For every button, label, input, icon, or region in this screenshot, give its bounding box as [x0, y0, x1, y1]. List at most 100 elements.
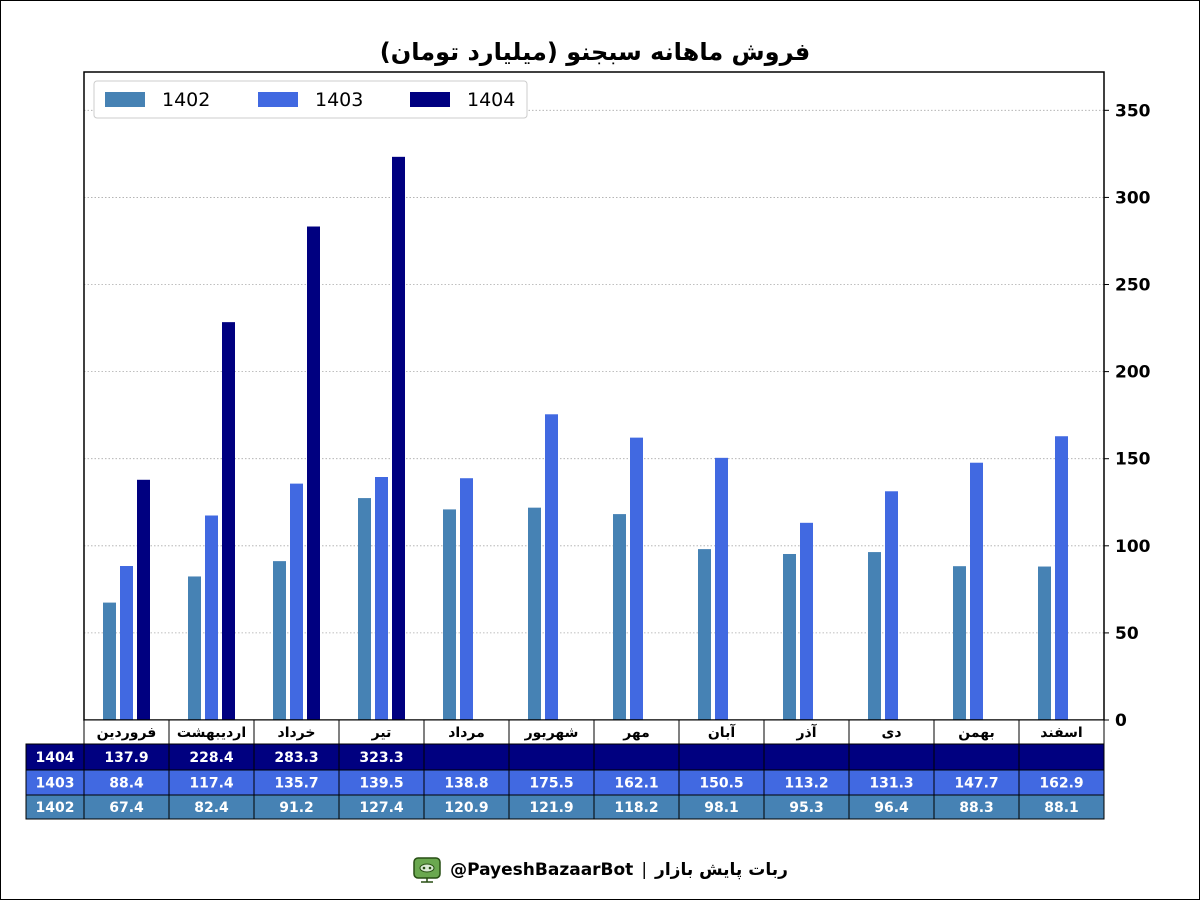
- legend-swatch-1404: [410, 92, 450, 107]
- table-value-1403: 150.5: [699, 776, 743, 792]
- bar-1402: [868, 552, 881, 720]
- table-cell: [508, 769, 595, 796]
- bar-1403: [120, 566, 133, 720]
- table-value-1403: 113.2: [784, 776, 828, 792]
- bar-1403: [800, 522, 813, 720]
- table-cell: [848, 743, 935, 771]
- table-cell: [593, 794, 680, 820]
- bar-1403: [375, 477, 388, 720]
- table-value-1402: 98.1: [704, 800, 739, 816]
- bar-1403: [885, 491, 898, 720]
- bar-1402: [103, 602, 116, 720]
- table-value-1403: 117.4: [189, 776, 234, 792]
- table-value-1402: 96.4: [874, 800, 909, 816]
- legend-swatch-1402: [105, 92, 145, 107]
- y-tick-label: 250: [1115, 276, 1151, 296]
- table-cell: [83, 743, 170, 771]
- bars: [103, 156, 1068, 720]
- table-value-1404: 137.9: [104, 750, 148, 766]
- bar-1404: [307, 226, 320, 720]
- table-cell: [338, 794, 425, 820]
- table-cell: [168, 743, 255, 771]
- legend-label-1404: 1404: [467, 89, 515, 111]
- table-month-2: اردیبهشت: [177, 725, 246, 741]
- bar-1402: [698, 549, 711, 720]
- y-tick-label: 350: [1115, 101, 1151, 121]
- table-value-1402: 91.2: [279, 800, 314, 816]
- table-value-1402: 118.2: [614, 800, 658, 816]
- table-month-6: شهریور: [524, 725, 579, 741]
- table-month-9: آذر: [795, 723, 817, 741]
- bar-1403: [970, 462, 983, 720]
- table-value-1403: 175.5: [529, 776, 573, 792]
- table-cell: [508, 743, 595, 771]
- grid-lines: [84, 109, 1104, 634]
- legend: 1402 1403 1404: [93, 80, 528, 119]
- table-month-8: آبان: [708, 723, 736, 741]
- table-value-1403: 162.1: [614, 776, 658, 792]
- footer-bot-name: ربات پایش بازار: [655, 860, 788, 880]
- table-value-1404: 323.3: [359, 750, 403, 766]
- bar-1403: [630, 437, 643, 720]
- table-value-1403: 139.5: [359, 776, 403, 792]
- table-cell: [593, 743, 680, 771]
- table-value-1403: 88.4: [109, 776, 144, 792]
- footer: @PayeshBazaarBot | ربات پایش بازار: [0, 852, 1200, 888]
- bar-1404: [392, 156, 405, 720]
- table-month-3: خرداد: [278, 725, 316, 741]
- table-cell: [1018, 769, 1105, 796]
- footer-separator: |: [641, 860, 648, 880]
- table-value-1403: 147.7: [954, 776, 998, 792]
- bar-1402: [1038, 566, 1051, 720]
- table-cell: [423, 743, 510, 771]
- table-month-4: تیر: [371, 725, 392, 741]
- legend-label-1403: 1403: [315, 89, 363, 111]
- bar-1402: [953, 566, 966, 720]
- table-value-1402: 67.4: [109, 800, 144, 816]
- table-cell: [593, 769, 680, 796]
- table-row-label-cell: [25, 794, 85, 820]
- bar-1402: [783, 553, 796, 720]
- y-tick-label: 300: [1115, 188, 1151, 208]
- table-row-label-cell: [25, 743, 85, 771]
- table-cell: [1018, 794, 1105, 820]
- legend-box: [93, 80, 528, 119]
- y-tick-label: 0: [1115, 711, 1127, 731]
- bar-1402: [613, 514, 626, 720]
- data-table: فروردین اردیبهشت خرداد تیر مرداد شهریور مهر آبا…: [25, 719, 1105, 820]
- table-cell: [83, 769, 170, 796]
- table-value-1402: 95.3: [789, 800, 824, 816]
- y-tick-label: 50: [1115, 624, 1139, 644]
- table-value-1403: 162.9: [1039, 776, 1083, 792]
- table-month-11: بهمن: [958, 725, 994, 741]
- table-row-label-1403: 1403: [36, 776, 75, 792]
- table-value-1402: 82.4: [194, 800, 229, 816]
- bar-1403: [715, 457, 728, 720]
- bar-1402: [188, 576, 201, 720]
- table-cell: [678, 794, 765, 820]
- table-value-1403: 131.3: [869, 776, 913, 792]
- table-value-1403: 138.8: [444, 776, 488, 792]
- bar-1404: [137, 479, 150, 720]
- table-cell: [168, 769, 255, 796]
- bar-1403: [1055, 436, 1068, 720]
- table-value-1402: 88.1: [1044, 800, 1079, 816]
- table-value-1402: 120.9: [444, 800, 488, 816]
- plot-frame: [83, 71, 1105, 721]
- bar-1402: [528, 507, 541, 720]
- table-cell: [933, 743, 1020, 771]
- table-cell: [763, 794, 850, 820]
- bar-1404: [222, 322, 235, 720]
- table-cell: [253, 794, 340, 820]
- bar-1403: [545, 414, 558, 720]
- table-cell: [933, 794, 1020, 820]
- table-cell: [1018, 743, 1105, 771]
- table-cell: [423, 794, 510, 820]
- bar-1403: [205, 515, 218, 720]
- bar-1403: [290, 483, 303, 720]
- y-tick-label: 100: [1115, 537, 1151, 557]
- robot-icon: [412, 855, 442, 885]
- table-value-1403: 135.7: [274, 776, 318, 792]
- bar-1403: [460, 478, 473, 720]
